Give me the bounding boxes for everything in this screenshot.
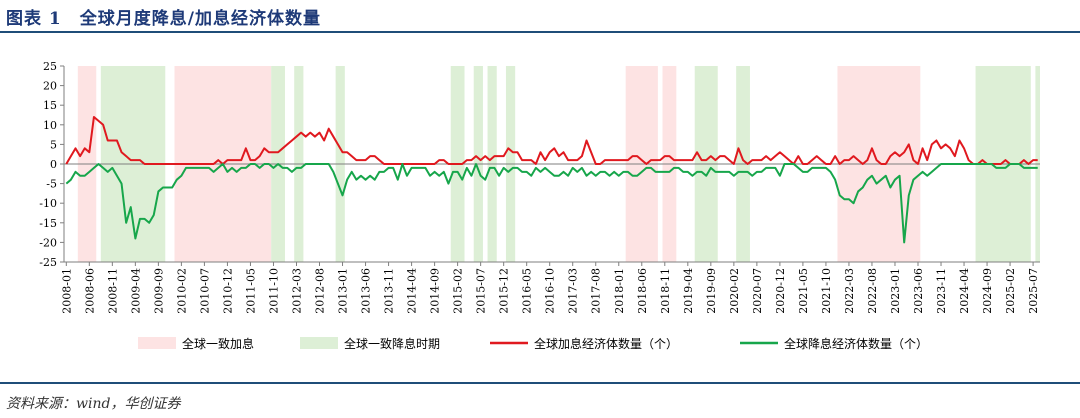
x-tick-label: 2017-03 bbox=[567, 268, 580, 314]
x-tick-label: 2024-09 bbox=[981, 268, 994, 314]
x-tick-label: 2016-05 bbox=[521, 268, 534, 314]
legend-cut-period-label: 全球一致降息时期 bbox=[344, 336, 440, 351]
y-tick-label: -5 bbox=[46, 178, 57, 191]
y-tick-label: -10 bbox=[39, 197, 57, 210]
legend-hike-period-swatch bbox=[138, 337, 176, 349]
y-tick-label: 10 bbox=[43, 119, 57, 132]
y-tick-label: 0 bbox=[50, 158, 57, 171]
x-tick-label: 2024-04 bbox=[958, 268, 971, 314]
y-tick-label: 20 bbox=[43, 80, 57, 93]
x-tick-label: 2020-02 bbox=[728, 268, 741, 314]
x-tick-label: 2016-10 bbox=[544, 268, 557, 314]
x-tick-label: 2011-05 bbox=[244, 268, 257, 314]
y-tick-label: -15 bbox=[39, 217, 57, 230]
x-tick-label: 2017-08 bbox=[590, 268, 603, 314]
x-tick-label: 2008-06 bbox=[83, 268, 96, 314]
x-tick-label: 2010-02 bbox=[175, 268, 188, 314]
y-tick-label: 15 bbox=[43, 99, 57, 112]
x-tick-label: 2023-11 bbox=[935, 268, 948, 314]
x-tick-label: 2018-06 bbox=[636, 268, 649, 314]
legend: 全球一致加息 全球一致降息时期 全球加息经济体数量（个） 全球降息经济体数量（个） bbox=[138, 336, 928, 351]
x-tick-label: 2021-05 bbox=[797, 268, 810, 314]
x-tick-label: 2018-11 bbox=[659, 268, 672, 314]
hike-count-line bbox=[65, 115, 1038, 165]
x-tick-label: 2022-08 bbox=[866, 268, 879, 314]
x-tick-label: 2023-06 bbox=[912, 268, 925, 314]
chart-title: 图表 1 全球月度降息/加息经济体数量 bbox=[6, 9, 321, 29]
x-tick-label: 2023-01 bbox=[889, 268, 902, 314]
title-divider bbox=[0, 31, 1080, 33]
x-tick-label: 2013-11 bbox=[383, 268, 396, 314]
x-tick-label: 2012-03 bbox=[290, 268, 303, 314]
x-tick-label: 2022-03 bbox=[843, 268, 856, 314]
y-tick-label: -25 bbox=[39, 256, 57, 269]
legend-cut-period-swatch bbox=[300, 337, 338, 349]
x-tick-label: 2013-01 bbox=[337, 268, 350, 314]
legend-hike-period-label: 全球一致加息 bbox=[182, 336, 254, 351]
y-tick-label: 5 bbox=[50, 138, 57, 151]
series-lines bbox=[65, 115, 1038, 244]
x-tick-label: 2020-07 bbox=[751, 268, 764, 314]
x-tick-label: 2019-09 bbox=[705, 268, 718, 314]
x-tick-label: 2014-04 bbox=[406, 268, 419, 314]
footer-divider bbox=[0, 382, 1080, 384]
x-tick-label: 2025-07 bbox=[1027, 268, 1040, 314]
x-tick-label: 2015-07 bbox=[475, 268, 488, 314]
x-tick-label: 2021-10 bbox=[820, 268, 833, 314]
x-tick-label: 2015-02 bbox=[452, 268, 465, 314]
x-tick-label: 2025-02 bbox=[1004, 268, 1017, 314]
x-tick-label: 2010-07 bbox=[198, 268, 211, 314]
source-note: 资料来源：wind，华创证券 bbox=[6, 396, 181, 412]
x-tick-label: 2008-01 bbox=[60, 268, 73, 314]
x-tick-label: 2008-11 bbox=[106, 268, 119, 314]
x-tick-label: 2013-06 bbox=[360, 268, 373, 314]
x-tick-label: 2020-12 bbox=[774, 268, 787, 314]
x-tick-label: 2015-12 bbox=[498, 268, 511, 314]
x-tick-label: 2009-04 bbox=[129, 268, 142, 314]
y-tick-label: 25 bbox=[43, 60, 57, 73]
x-tick-label: 2012-08 bbox=[314, 268, 327, 314]
x-tick-label: 2014-09 bbox=[429, 268, 442, 314]
x-tick-label: 2011-10 bbox=[267, 268, 280, 314]
x-tick-label: 2009-09 bbox=[152, 268, 165, 314]
y-tick-label: -20 bbox=[39, 236, 57, 249]
x-tick-label: 2018-01 bbox=[613, 268, 626, 314]
x-tick-label: 2019-04 bbox=[682, 268, 695, 314]
cut-count-line bbox=[65, 163, 1038, 244]
legend-hike-count-label: 全球加息经济体数量（个） bbox=[534, 336, 678, 351]
x-tick-label: 2010-12 bbox=[221, 268, 234, 314]
legend-cut-count-label: 全球降息经济体数量（个） bbox=[784, 336, 928, 351]
